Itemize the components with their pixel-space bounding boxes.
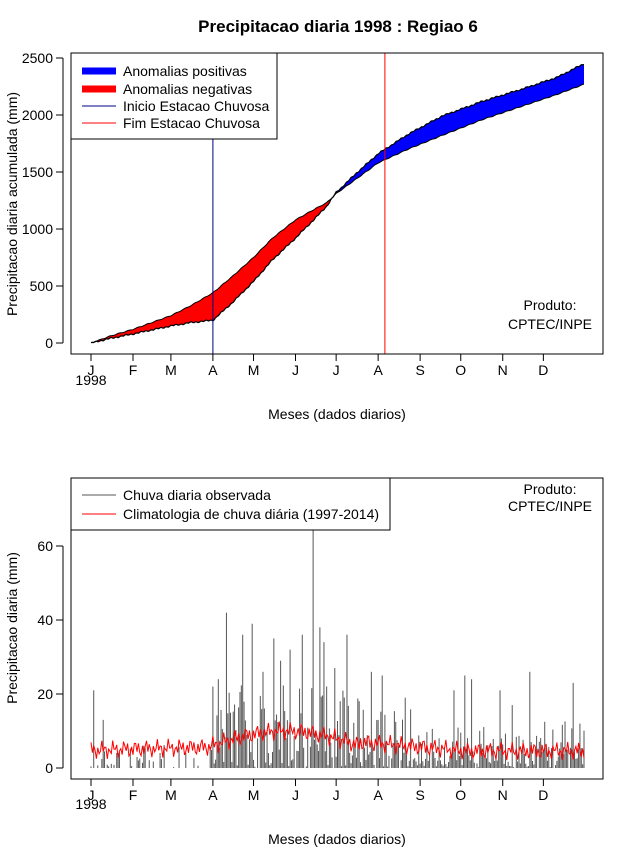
y-axis-bottom: 0 20 40 60 [37,538,64,776]
x-tick-label: S [415,362,424,378]
y-tick-label: 0 [45,335,53,351]
y-axis-label: Precipitacao diaria acumulada (mm) [4,92,20,316]
credit-line-2-bottom: CPTEC/INPE [508,498,592,514]
legend-bottom: Chuva diaria observada Climatologia de c… [70,477,391,531]
credit-line-1-bottom: Produto: [524,481,577,497]
positive-anomaly-area [334,64,584,195]
y-axis: 0 500 1000 1500 2000 2500 [22,50,64,351]
legend-label-climatology: Climatologia de chuva diária (1997-2014) [123,506,379,522]
chart-title: Precipitacao diaria 1998 : Regiao 6 [198,17,478,36]
x-tick-label-bottom: M [165,787,177,803]
x-tick-label-bottom: M [248,787,260,803]
legend-label-observed: Chuva diaria observada [123,487,271,503]
climatology-line [90,721,585,761]
climatology-daily-line [90,721,585,761]
x-tick-label-bottom: J [292,787,299,803]
credit-line-2: CPTEC/INPE [508,316,592,332]
legend: Anomalias positivas Anomalias negativas … [70,52,278,140]
x-tick-label-bottom: F [129,787,138,803]
x-tick-label: M [165,362,177,378]
x-tick-label-bottom: J [88,787,95,803]
year-label-bottom: 1998 [75,796,106,812]
x-tick-label-bottom: O [455,787,466,803]
year-label: 1998 [75,372,106,388]
x-tick-label: N [498,362,508,378]
legend-box [70,52,278,140]
x-tick-label-bottom: A [208,787,218,803]
x-tick-label: A [208,362,218,378]
x-tick-label: O [455,362,466,378]
x-tick-label-bottom: N [498,787,508,803]
legend-label-negative: Anomalias negativas [123,81,252,97]
y-tick-label-bottom: 60 [37,538,53,554]
y-tick-label-bottom: 0 [45,760,53,776]
negative-anomaly-area [97,194,335,342]
x-axis-label-bottom: Meses (dados diarios) [268,831,406,847]
x-tick-label-bottom: D [538,787,548,803]
y-tick-label-bottom: 20 [37,686,53,702]
x-tick-label: J [88,362,95,378]
legend-label-fim: Fim Estacao Chuvosa [123,115,260,131]
observed-cumulative-line [90,64,585,344]
legend-box-bottom [70,477,391,531]
x-axis-label: Meses (dados diarios) [268,406,406,422]
cumulative-lines [90,64,585,344]
x-tick-label: F [129,362,138,378]
y-tick-label: 1500 [22,164,53,180]
daily-bars [90,527,585,768]
y-tick-label: 2500 [22,50,53,66]
x-tick-label: D [538,362,548,378]
credit-line-1: Produto: [524,297,577,313]
daily-chart: 0 20 40 60 J F M A M J J A S O N D 1998 Meses (dados d… [4,477,604,847]
cumulative-chart: Precipitacao diaria 1998 : Regiao 6 0 500… [4,17,604,422]
x-tick-label: M [248,362,260,378]
y-axis-label-bottom: Precipitacao diaria (mm) [4,552,20,704]
climatology-cumulative-line [90,83,585,344]
x-tick-label-bottom: A [373,787,383,803]
y-tick-label-bottom: 40 [37,612,53,628]
legend-label-inicio: Inicio Estacao Chuvosa [123,98,270,114]
y-tick-label: 2000 [22,107,53,123]
legend-label-positive: Anomalias positivas [123,63,247,79]
x-tick-label-bottom: J [333,787,340,803]
x-tick-label: J [292,362,299,378]
x-tick-label: J [333,362,340,378]
y-tick-label: 1000 [22,221,53,237]
y-tick-label: 500 [30,278,54,294]
x-tick-label-bottom: S [415,787,424,803]
x-tick-label: A [373,362,383,378]
